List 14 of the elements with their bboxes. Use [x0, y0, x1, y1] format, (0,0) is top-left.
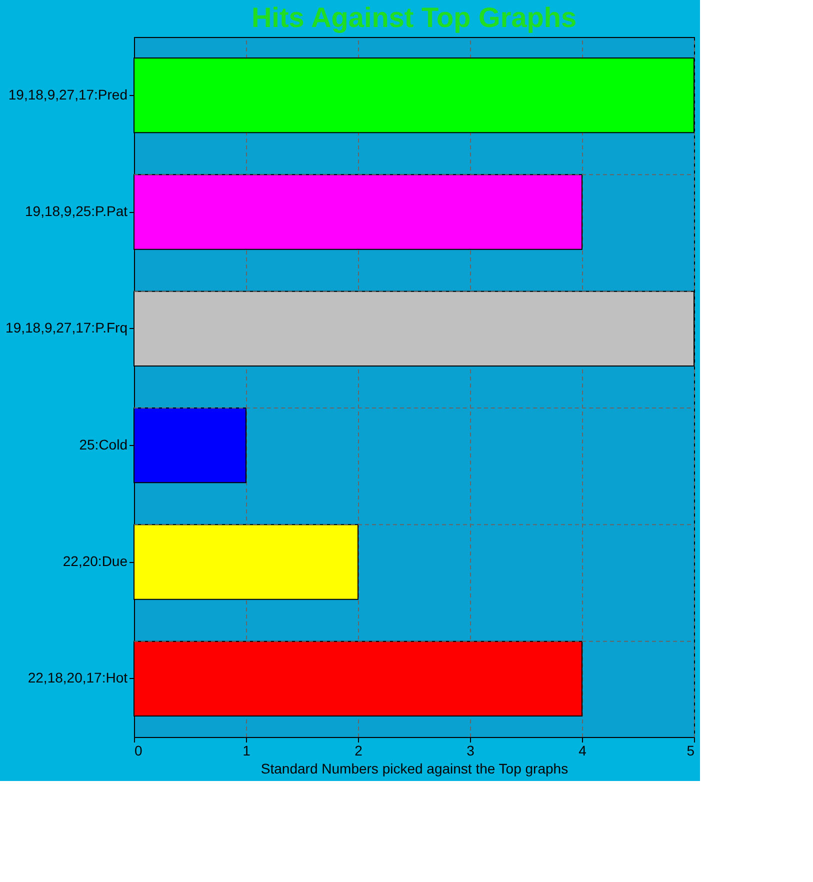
- chart-title: Hits Against Top Graphs: [251, 2, 577, 33]
- x-tick-label: 2: [354, 742, 363, 758]
- x-tick-label: 3: [466, 742, 475, 758]
- y-tick-label: 22,20:Due: [62, 553, 128, 569]
- y-tick-label: 19,18,9,27,17:P.Frq: [6, 320, 128, 336]
- y-tick-label: 19,18,9,25:P.Pat: [25, 203, 128, 219]
- y-tick-label: 25:Cold: [79, 436, 128, 452]
- y-tick-label: 22,18,20,17:Hot: [28, 670, 128, 686]
- x-axis-title: Standard Numbers picked against the Top graphs: [260, 760, 568, 776]
- x-tick-label: 4: [578, 742, 587, 758]
- x-tick-label: 0: [134, 742, 142, 758]
- x-tick-label: 5: [686, 742, 695, 758]
- x-tick-label: 1: [242, 742, 251, 758]
- y-tick-label: 19,18,9,27,17:Pred: [8, 86, 128, 102]
